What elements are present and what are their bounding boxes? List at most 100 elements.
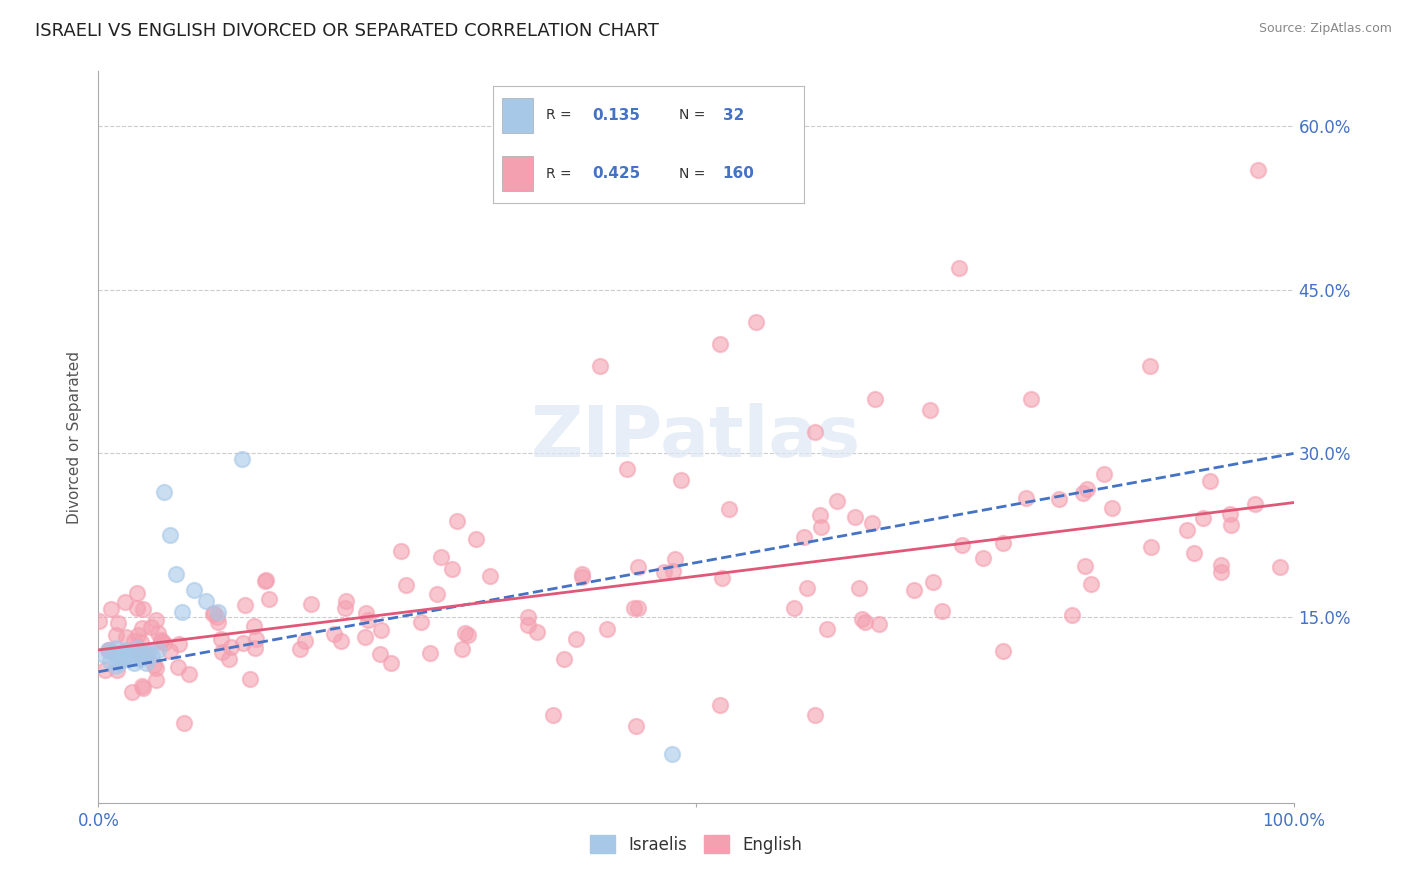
Point (132, 602, 155, 616)
Point (419, 646, 441, 660)
Point (148, 643, 170, 657)
Point (207, 615, 229, 629)
Point (97, 643, 120, 657)
Point (1074, 559, 1097, 574)
Point (479, 569, 502, 583)
Point (159, 528, 181, 542)
Point (153, 636, 176, 650)
Point (98, 654, 122, 668)
Text: Source: ZipAtlas.com: Source: ZipAtlas.com (1258, 22, 1392, 36)
Point (1140, 540, 1163, 554)
Point (380, 656, 402, 670)
Point (1192, 510, 1215, 524)
Point (132, 681, 155, 696)
Point (848, 581, 870, 595)
Point (254, 574, 277, 588)
Point (150, 634, 173, 648)
Point (1219, 508, 1241, 522)
Point (233, 598, 256, 612)
Point (1182, 546, 1205, 560)
Point (664, 551, 686, 566)
Point (138, 645, 160, 659)
Point (114, 643, 136, 657)
Point (243, 641, 266, 656)
Point (717, 502, 740, 516)
Point (232, 636, 254, 650)
Point (87, 614, 110, 628)
Point (454, 626, 477, 640)
Point (159, 644, 181, 658)
Point (804, 425, 827, 439)
Point (457, 627, 479, 641)
Point (114, 595, 136, 609)
Point (571, 566, 593, 581)
Point (135, 646, 157, 660)
Point (623, 601, 645, 615)
Point (105, 663, 128, 677)
Point (853, 615, 876, 630)
Point (127, 628, 149, 642)
Point (950, 538, 973, 552)
Point (430, 550, 453, 565)
Point (172, 605, 194, 619)
Point (257, 591, 280, 606)
Point (115, 630, 138, 644)
Point (553, 652, 575, 666)
Point (1060, 608, 1083, 623)
Point (121, 645, 143, 659)
Point (294, 633, 316, 648)
Point (323, 627, 346, 641)
Point (991, 644, 1014, 658)
Point (94, 663, 117, 677)
Point (395, 578, 418, 592)
Point (129, 651, 152, 665)
Point (254, 573, 277, 587)
Point (796, 581, 818, 595)
Point (1247, 162, 1270, 177)
Point (121, 685, 143, 699)
Point (146, 626, 169, 640)
Point (709, 337, 731, 351)
Point (125, 586, 148, 600)
Point (972, 550, 994, 565)
Point (132, 648, 155, 663)
Point (357, 613, 380, 627)
Point (153, 484, 176, 499)
Point (851, 612, 873, 626)
Point (389, 544, 412, 558)
Point (450, 641, 472, 656)
Point (565, 632, 588, 646)
Point (165, 566, 187, 581)
Point (143, 657, 166, 672)
Point (100, 602, 122, 616)
Point (541, 708, 564, 723)
Point (105, 659, 128, 673)
Point (219, 640, 242, 654)
Point (1199, 474, 1222, 488)
Point (125, 640, 148, 655)
Point (1092, 467, 1115, 481)
Point (709, 698, 731, 712)
Point (844, 510, 866, 524)
Point (616, 462, 638, 476)
Point (111, 645, 134, 659)
Point (627, 560, 650, 574)
Point (1076, 483, 1098, 497)
Point (991, 535, 1014, 549)
Point (860, 516, 883, 530)
Point (202, 607, 225, 621)
Point (1139, 359, 1161, 373)
Point (589, 359, 612, 373)
Point (290, 642, 312, 657)
Point (107, 615, 129, 630)
Point (409, 615, 432, 629)
Point (122, 633, 145, 648)
Point (626, 719, 648, 733)
Point (105, 628, 128, 642)
Point (211, 645, 233, 659)
Point (1270, 560, 1292, 574)
Point (145, 673, 167, 687)
Point (107, 656, 129, 670)
Point (652, 565, 675, 579)
Point (810, 520, 832, 534)
